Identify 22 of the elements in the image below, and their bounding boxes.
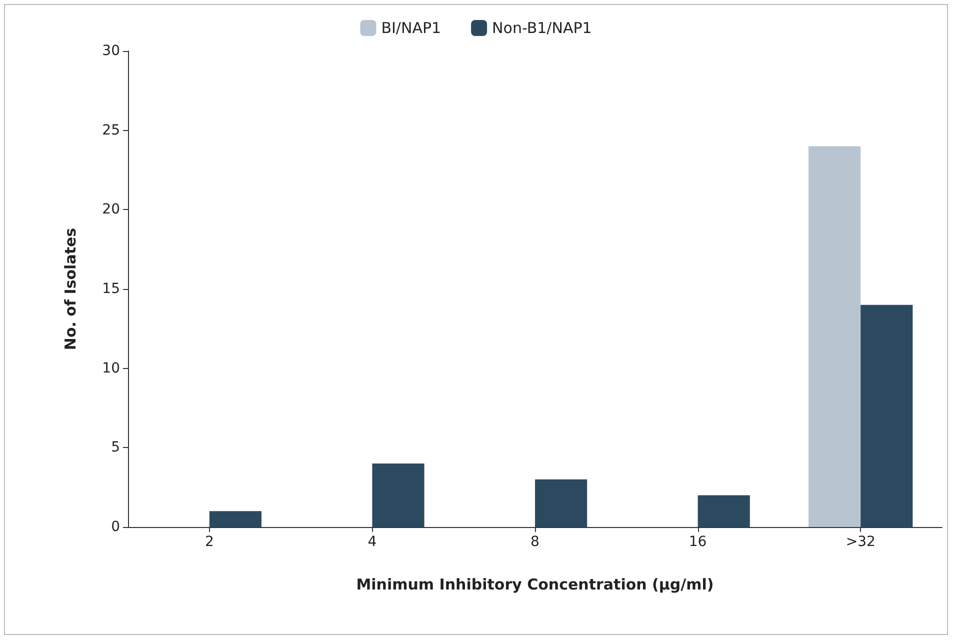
x-axis-title: Minimum Inhibitory Concentration (μg/ml) <box>356 576 714 594</box>
y-tick-label: 15 <box>102 281 120 297</box>
y-tick-label: 25 <box>102 122 120 138</box>
bar <box>372 464 424 527</box>
bar <box>860 304 913 527</box>
bar <box>535 479 588 527</box>
bar <box>698 495 750 527</box>
y-tick-label: 30 <box>102 43 120 59</box>
y-tick-label: 10 <box>102 360 120 376</box>
bar <box>209 511 262 527</box>
x-tick-label: 4 <box>368 534 377 550</box>
legend-label: BI/NAP1 <box>381 19 442 37</box>
x-tick-label: >32 <box>846 534 876 550</box>
y-tick-label: 0 <box>111 519 120 535</box>
y-axis-title: No. of Isolates <box>62 228 80 350</box>
bar <box>808 146 861 527</box>
x-tick-label: 8 <box>530 534 540 550</box>
x-tick-label: 2 <box>204 534 214 550</box>
y-tick-label: 5 <box>111 440 120 456</box>
y-tick-label: 20 <box>102 202 120 218</box>
x-tick-label: 16 <box>688 534 707 550</box>
legend-label: Non-B1/NAP1 <box>492 19 592 37</box>
